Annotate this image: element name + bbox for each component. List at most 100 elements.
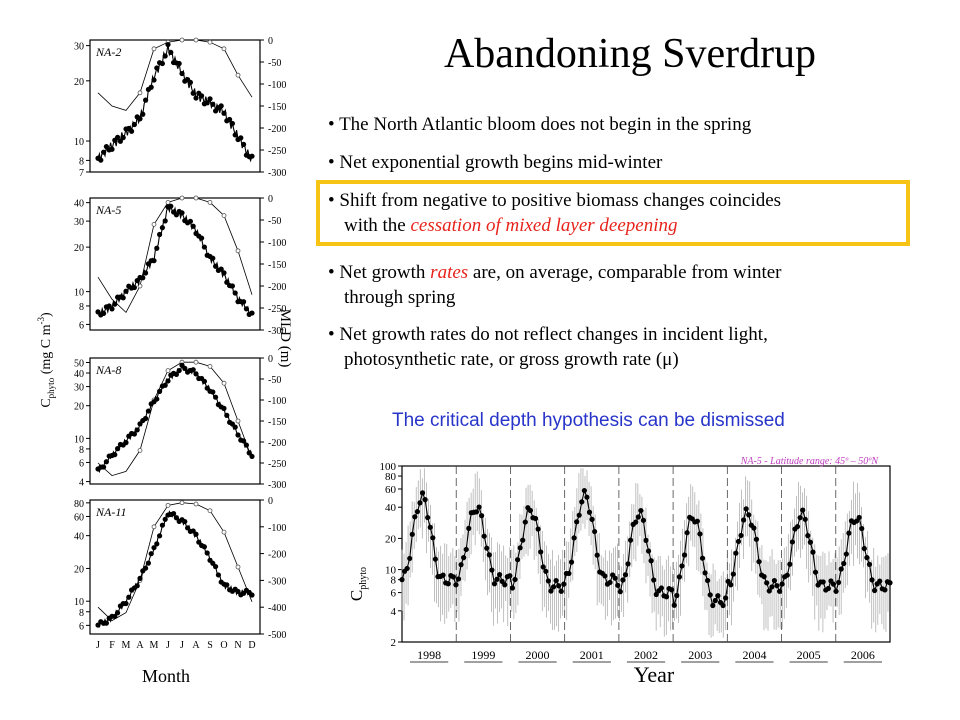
- cphyto-point: [103, 620, 109, 626]
- left-tick-label: 6: [79, 458, 84, 469]
- ts-y-tick-label: 10: [385, 565, 397, 577]
- right-tick-label: -250: [268, 146, 286, 157]
- cphyto-point: [157, 231, 163, 238]
- ts-cphyto-point: [769, 584, 775, 590]
- ts-cphyto-point: [797, 515, 803, 521]
- cphyto-point: [145, 560, 151, 566]
- month-tick-label: F: [109, 640, 115, 651]
- ts-cphyto-point: [638, 507, 644, 514]
- ts-cphyto-point: [556, 583, 562, 589]
- ts-cphyto-point: [820, 579, 826, 585]
- mld-point: [151, 221, 157, 227]
- cphyto-point: [249, 592, 255, 598]
- ts-cphyto-point: [730, 571, 736, 577]
- cphyto-point: [249, 310, 255, 316]
- mld-point: [193, 37, 199, 43]
- ts-cphyto-point: [538, 549, 544, 555]
- ts-cphyto-point: [789, 539, 796, 545]
- ts-cphyto-point: [476, 504, 482, 510]
- ts-cphyto-point: [615, 582, 621, 588]
- cphyto-point: [165, 378, 171, 384]
- ts-cphyto-point: [825, 585, 831, 592]
- cphyto-point: [218, 266, 224, 272]
- right-tick-label: -150: [268, 260, 286, 271]
- ts-cphyto-point: [409, 531, 415, 537]
- ts-cphyto-point: [663, 594, 670, 600]
- right-tick-label: -150: [268, 102, 286, 113]
- ts-y-tick-label: 2: [391, 637, 397, 649]
- ts-cphyto-point: [728, 582, 734, 588]
- ts-cphyto-point: [869, 577, 875, 583]
- cphyto-point: [126, 594, 132, 600]
- cphyto-point: [154, 65, 160, 71]
- cphyto-point: [151, 77, 157, 83]
- ts-cphyto-point: [751, 525, 757, 531]
- ts-cphyto-point: [859, 525, 865, 532]
- ts-cphyto-point: [404, 565, 410, 572]
- cphyto-point: [173, 371, 179, 378]
- ts-cphyto-point: [838, 566, 844, 572]
- cphyto-point: [159, 225, 165, 231]
- ts-cphyto-point: [643, 537, 649, 543]
- cphyto-point: [148, 551, 154, 557]
- cphyto-point: [232, 424, 238, 430]
- cphyto-point: [151, 258, 157, 264]
- cphyto-point: [101, 310, 107, 316]
- ts-cphyto-point: [846, 530, 852, 536]
- ts-cphyto-point: [856, 514, 862, 521]
- ts-cphyto-point: [514, 557, 521, 563]
- mld-point: [207, 39, 213, 45]
- left-tick-label: 40: [74, 199, 84, 210]
- cphyto-point: [176, 60, 182, 67]
- ts-cphyto-point: [455, 576, 462, 582]
- mld-point: [235, 248, 241, 254]
- left-tick-label: 8: [79, 608, 84, 619]
- bullet-3-line1: Shift from negative to positive biomass …: [339, 190, 782, 211]
- ts-cphyto-point: [576, 512, 582, 518]
- right-tick-label: 0: [268, 496, 273, 507]
- ts-region-label: NA-5 - Latitude range: 45º – 50ºN: [740, 456, 880, 467]
- ts-y-tick-label: 40: [385, 502, 397, 514]
- left-tick-label: 10: [74, 434, 84, 445]
- left-tick-label: 20: [74, 564, 84, 575]
- ts-year-label: 2000: [526, 648, 550, 662]
- ts-cphyto-point: [733, 550, 739, 556]
- cphyto-point: [162, 53, 168, 59]
- ts-cphyto-point: [486, 552, 492, 558]
- cphyto-point: [201, 378, 207, 384]
- cphyto-point: [210, 255, 216, 261]
- mld-point: [179, 500, 185, 506]
- mld-line: [97, 197, 253, 314]
- cphyto-point: [213, 394, 219, 400]
- ts-cphyto-point: [625, 561, 631, 567]
- ts-cphyto-point: [532, 515, 539, 522]
- ts-cphyto-point: [645, 548, 652, 554]
- left-tick-label: 4: [79, 478, 84, 489]
- mld-point: [137, 90, 143, 96]
- right-tick-label: -300: [268, 326, 286, 337]
- left-tick-label: 60: [74, 512, 84, 523]
- ts-year-label: 2004: [742, 648, 766, 662]
- ts-cphyto-point: [489, 567, 495, 573]
- ts-cphyto-point: [866, 561, 873, 567]
- ts-y-tick-label: 8: [391, 575, 397, 587]
- bullet-5: • Net growth rates do not reflect change…: [328, 322, 928, 372]
- ts-cphyto-point: [445, 581, 451, 587]
- ts-cphyto-point: [584, 494, 590, 500]
- bullet-3-emphasis: cessation of mixed layer deepening: [410, 215, 678, 236]
- mld-point: [207, 508, 213, 514]
- slide-title: Abandoning Sverdrup: [443, 31, 817, 77]
- ts-cphyto-point: [766, 588, 772, 594]
- left-tick-label: 20: [74, 77, 84, 88]
- cphyto-point: [159, 522, 165, 528]
- left-tick-label: 30: [74, 383, 84, 394]
- bullet-3-line2-pre: with the: [344, 215, 411, 236]
- bullet-4-line2: through spring: [344, 287, 456, 308]
- cphyto-point: [213, 263, 219, 269]
- ts-cphyto-point: [502, 582, 508, 588]
- cphyto-line: [97, 510, 253, 628]
- panel-label: NA-11: [95, 505, 126, 519]
- ts-cphyto-point: [854, 518, 860, 524]
- left-y-axis-title: Cphyto (mg C m-3): [36, 312, 56, 408]
